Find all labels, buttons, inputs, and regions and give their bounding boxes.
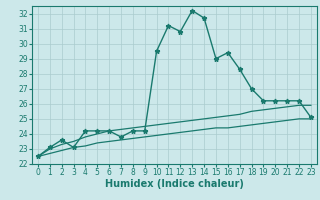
X-axis label: Humidex (Indice chaleur): Humidex (Indice chaleur) bbox=[105, 179, 244, 189]
